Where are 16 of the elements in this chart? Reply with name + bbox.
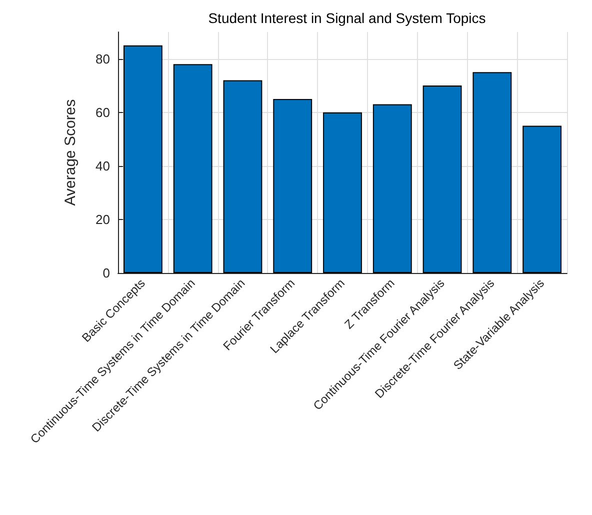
- bar: [372, 104, 412, 273]
- bar: [323, 112, 362, 273]
- y-tick-label: 60: [96, 104, 110, 120]
- bar: [522, 126, 562, 273]
- bar: [472, 72, 512, 273]
- bar: [173, 64, 212, 273]
- bar: [422, 86, 462, 273]
- chart-title: Student Interest in Signal and System Topics: [208, 10, 486, 26]
- bar: [123, 45, 162, 273]
- y-tick-label: 0: [102, 266, 110, 280]
- y-tick-label: 40: [96, 158, 110, 174]
- bar: [223, 80, 262, 273]
- y-tick-label: 80: [96, 51, 110, 66]
- y-axis-title: Average Scores: [62, 99, 79, 206]
- y-tick-label: 20: [96, 212, 110, 227]
- bar: [273, 98, 312, 273]
